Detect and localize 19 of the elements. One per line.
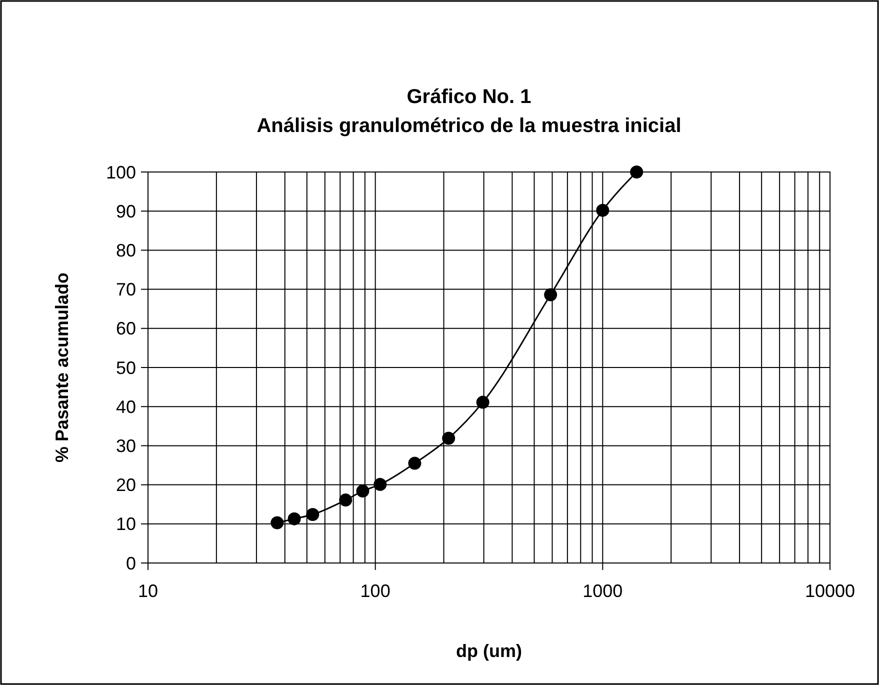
y-tick-label: 30 xyxy=(116,436,136,456)
x-tick-label: 100 xyxy=(360,581,390,601)
x-tick-label: 1000 xyxy=(582,581,623,601)
y-tick-label: 70 xyxy=(116,280,136,300)
y-tick-label: 50 xyxy=(116,358,136,378)
y-tick-label: 20 xyxy=(116,475,136,496)
y-tick-label: 10 xyxy=(116,514,136,534)
y-tick-label: 0 xyxy=(126,553,136,574)
chart-title: Gráfico No. 1 xyxy=(406,86,532,108)
x-axis-title: dp (um) xyxy=(456,641,522,661)
x-tick-label: 10 xyxy=(138,581,158,601)
y-tick-label: 40 xyxy=(116,396,136,417)
chart-subtitle: Análisis granulométrico de la muestra inicial xyxy=(256,115,682,137)
y-tick-label: 60 xyxy=(116,318,136,339)
y-tick-label: 80 xyxy=(116,240,136,260)
y-tick-label: 100 xyxy=(106,162,136,182)
x-tick-label: 10000 xyxy=(804,581,856,601)
y-tick-label: 90 xyxy=(116,201,136,222)
y-axis-title: % Pasante acumulado xyxy=(52,272,72,463)
